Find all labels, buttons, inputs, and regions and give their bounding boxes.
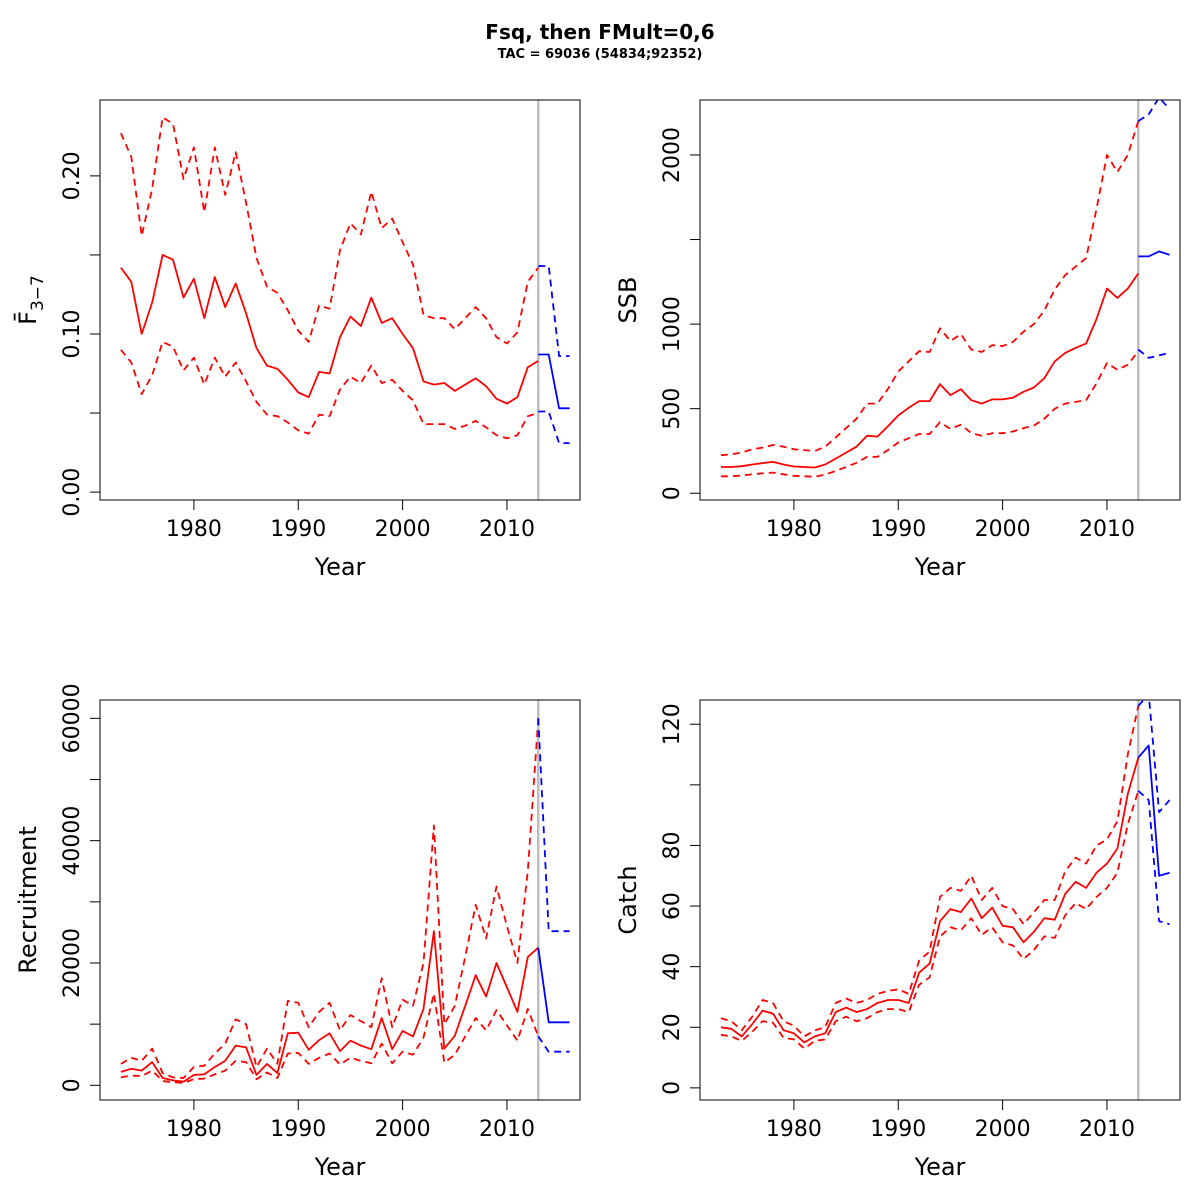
fbar-y-axis-title-subscript: 3−7 (28, 275, 48, 311)
fbar-y-tick-label: 0.10 (60, 309, 85, 358)
ssb-panel: 1980 1990 2000 2010 0 500 1000 2000 Year SSB (614, 99, 1181, 581)
recruitment-y-axis-title-main: Recruitment (14, 826, 42, 973)
recruitment-y-axis-title: Recruitment (14, 826, 42, 973)
ssb-forecast-upper-line (1137, 100, 1171, 122)
recruitment-x-tick-label: 2000 (375, 1117, 431, 1142)
catch-y-tick-label: 40 (660, 953, 685, 981)
fbar-x-tick-label: 1980 (166, 517, 222, 542)
catch-forecast-median-line (1137, 744, 1170, 877)
catch-x-tick-label: 2010 (1079, 1117, 1135, 1142)
ssb-history-lower-line (720, 350, 1140, 478)
catch-y-tick-label: 60 (660, 892, 685, 920)
ssb-x-tick-label: 2000 (975, 517, 1031, 542)
fbar-y-tick-label: 0.00 (60, 468, 85, 517)
ssb-forecast-lower-line (1137, 348, 1170, 359)
ssb-history-median-line (720, 272, 1140, 469)
ssb-x-axis-title: Year (914, 553, 966, 581)
ssb-y-tick-label: 0 (660, 486, 685, 500)
ssb-x-tick-label: 1990 (870, 517, 926, 542)
catch-y-tick-label: 120 (660, 703, 685, 745)
ssb-y-tick-label: 500 (660, 388, 685, 430)
recruitment-y-tick-label: 60000 (60, 683, 85, 753)
catch-y-tick-label: 80 (660, 831, 685, 859)
ssb-x-tick-label: 1980 (766, 517, 822, 542)
catch-history-median-line (720, 757, 1140, 1044)
recruitment-forecast-upper-line (537, 718, 570, 933)
catch-history-lower-line (720, 790, 1140, 1050)
ssb-plot-frame (699, 99, 1181, 501)
fbar-forecast-median-line (538, 353, 570, 410)
fbar-y-axis-title-main: F̄ (13, 311, 42, 325)
ssb-history-upper-line (720, 120, 1140, 457)
catch-y-axis-title: Catch (614, 865, 642, 934)
fbar-history-median-line (120, 253, 539, 405)
catch-x-axis-title: Year (914, 1153, 966, 1181)
ssb-x-tick-label: 2010 (1079, 517, 1135, 542)
ssb-y-axis-title: SSB (614, 277, 642, 324)
recruitment-forecast-lower-line (537, 1035, 570, 1053)
ssb-y-axis-title-main: SSB (614, 277, 642, 324)
catch-panel: 1980 1990 2000 2010 0 20 40 60 80 120 Year Catch (614, 699, 1181, 1181)
ssb-forecast-median-line (1138, 250, 1170, 258)
recruitment-history-lower-line (120, 992, 540, 1084)
fbar-panel: 1980 1990 2000 2010 0.00 0.10 0.20 Year F̄3−7 (13, 99, 581, 581)
fbar-forecast-upper-line (538, 265, 570, 358)
catch-x-tick-label: 1980 (766, 1117, 822, 1142)
fbar-y-axis-title: F̄3−7 (13, 275, 48, 325)
recruitment-y-tick-label: 20000 (60, 928, 85, 998)
recruitment-forecast-median-line (537, 947, 570, 1024)
ssb-y-tick-label: 2000 (660, 127, 685, 183)
catch-y-tick-label: 0 (660, 1081, 685, 1095)
recruitment-x-axis-title: Year (314, 1153, 366, 1181)
fbar-y-tick-label: 0.20 (60, 151, 85, 200)
fbar-x-tick-label: 2000 (375, 517, 431, 542)
figure-title: Fsq, then FMult=0,6 (485, 20, 715, 44)
catch-y-tick-label: 20 (660, 1013, 685, 1041)
recruitment-plot-frame (99, 699, 581, 1101)
catch-x-tick-label: 2000 (975, 1117, 1031, 1142)
ssb-y-tick-label: 1000 (660, 296, 685, 352)
fbar-history-upper-line (120, 116, 540, 345)
fbar-x-tick-label: 1990 (270, 517, 326, 542)
fbar-plot-frame (99, 99, 581, 501)
recruitment-x-tick-label: 1980 (166, 1117, 222, 1142)
recruitment-y-tick-label: 0 (60, 1078, 85, 1092)
catch-x-tick-label: 1990 (870, 1117, 926, 1142)
fbar-x-tick-label: 2010 (479, 517, 535, 542)
recruitment-y-tick-label: 40000 (60, 806, 85, 876)
recruitment-history-upper-line (120, 718, 540, 1079)
catch-y-axis-title-main: Catch (614, 865, 642, 934)
catch-plot-frame (699, 699, 1181, 1101)
fbar-forecast-lower-line (538, 410, 570, 445)
recruitment-x-tick-label: 2010 (479, 1117, 535, 1142)
recruitment-x-tick-label: 1990 (270, 1117, 326, 1142)
recruitment-history-median-line (120, 930, 539, 1083)
fbar-x-axis-title: Year (314, 553, 366, 581)
figure-subtitle: TAC = 69036 (54834;92352) (497, 47, 703, 62)
catch-history-upper-line (720, 705, 1140, 1038)
fbar-history-lower-line (120, 340, 539, 440)
catch-forecast-lower-line (1137, 790, 1170, 926)
catch-forecast-upper-line (1137, 700, 1171, 814)
recruitment-panel: 1980 1990 2000 2010 0 20000 40000 60000 Year Recr… (14, 683, 581, 1181)
